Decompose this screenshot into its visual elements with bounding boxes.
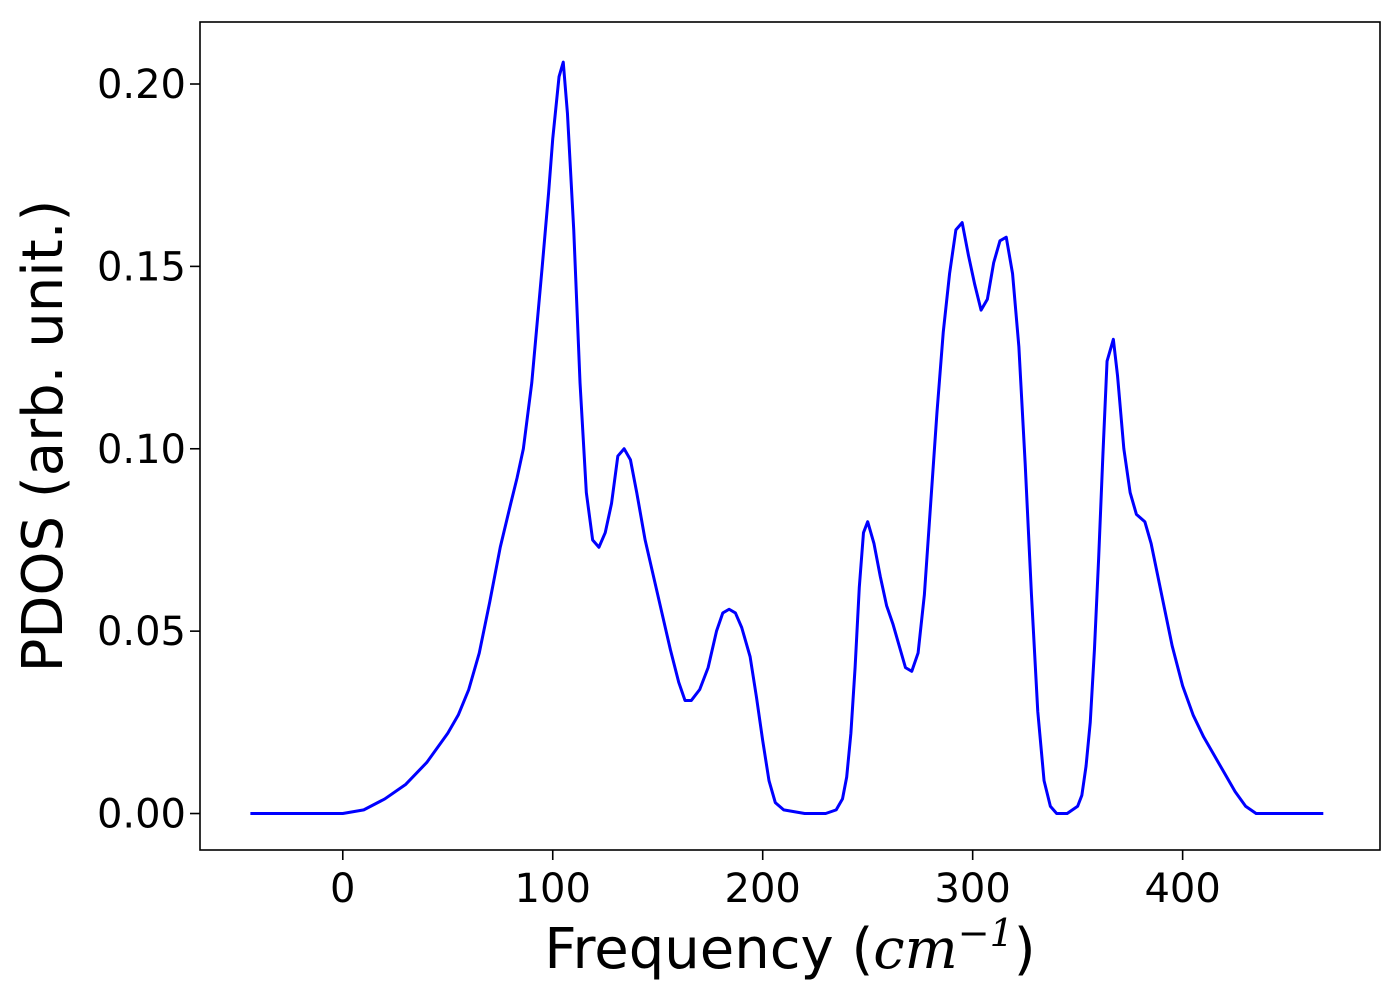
y-tick-label: 0.20 bbox=[97, 62, 186, 108]
y-axis-ticks: 0.00 0.05 0.10 0.15 0.20 bbox=[97, 62, 200, 838]
x-axis-label-suffix: ) bbox=[1014, 917, 1036, 982]
x-axis-ticks: 0 100 200 300 400 bbox=[330, 850, 1221, 912]
x-axis-label-prefix: Frequency ( bbox=[544, 917, 873, 982]
y-axis-label: PDOS (arb. unit.) bbox=[11, 200, 76, 673]
x-axis-label-unit: cm bbox=[873, 917, 957, 982]
x-tick-label: 300 bbox=[934, 866, 1010, 912]
x-tick-label: 200 bbox=[725, 866, 801, 912]
x-axis-label: Frequency (cm−1) bbox=[544, 911, 1035, 982]
x-tick-label: 100 bbox=[515, 866, 591, 912]
x-axis-label-exponent: −1 bbox=[958, 911, 1014, 955]
y-tick-label: 0.15 bbox=[97, 244, 186, 290]
y-tick-label: 0.05 bbox=[97, 609, 186, 655]
x-tick-label: 400 bbox=[1144, 866, 1220, 912]
pdos-series-line bbox=[250, 60, 1324, 816]
y-tick-label: 0.10 bbox=[97, 427, 186, 473]
y-tick-label: 0.00 bbox=[97, 792, 186, 838]
plot-frame bbox=[199, 21, 1381, 851]
x-tick-label: 0 bbox=[330, 866, 355, 912]
